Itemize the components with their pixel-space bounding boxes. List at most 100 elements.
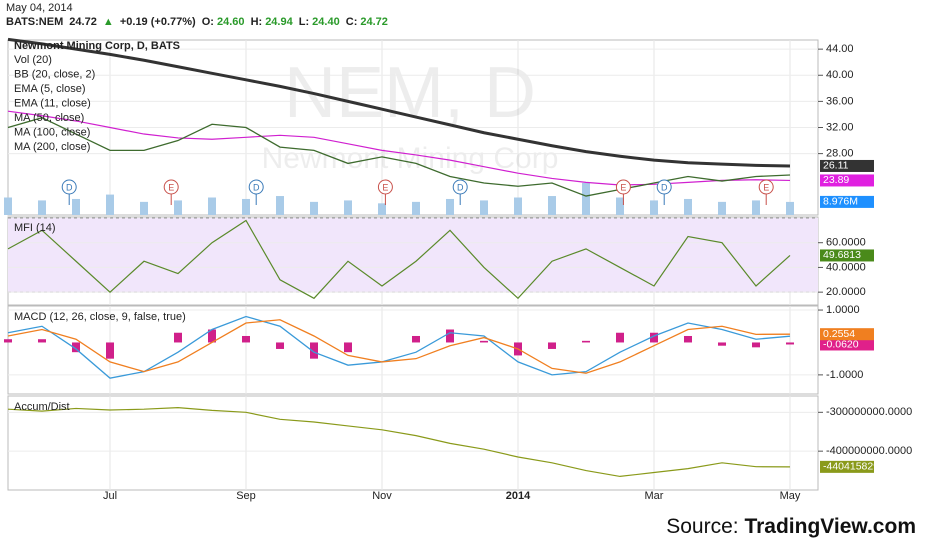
mfi-band (8, 217, 818, 293)
bar (514, 197, 522, 215)
line (7, 407, 791, 478)
x-tick-label: May (780, 490, 801, 502)
series-group (4, 37, 794, 215)
bar (276, 196, 284, 215)
symbol: BATS:NEM (6, 16, 64, 28)
watermark-sub: Newmont Mining Corp (262, 142, 559, 175)
event-label: D (66, 182, 73, 192)
bar (548, 196, 556, 215)
price-tag-label: 26.11 (823, 160, 849, 172)
bar (174, 332, 182, 343)
bar (718, 342, 726, 346)
bar (72, 342, 80, 353)
price-tag (820, 174, 874, 187)
series-group (4, 315, 794, 379)
bar (4, 197, 12, 215)
legend-entry: BB (20, close, 2) (14, 68, 95, 80)
event-label: D (253, 182, 260, 192)
line (7, 219, 791, 300)
price-tag-label: -440415829.5955 (823, 461, 905, 473)
x-tick-label: Mar (645, 490, 664, 502)
legend-entry: Vol (20) (14, 54, 52, 66)
series-group (7, 219, 791, 300)
low-label: L: (298, 16, 310, 28)
date: May 04, 2014 (6, 2, 73, 14)
bar (310, 201, 318, 215)
line (7, 37, 791, 168)
price-tag-label: 8.976M (823, 196, 858, 208)
pane-title: MACD (12, 26, close, 9, false, true) (14, 311, 186, 323)
bar (412, 335, 420, 343)
line (7, 315, 791, 379)
legend-entry: EMA (5, close) (14, 83, 86, 95)
bar (38, 339, 46, 343)
bar (140, 201, 148, 215)
price-tag (820, 159, 874, 172)
bar (650, 332, 658, 343)
bar (786, 201, 794, 215)
bar (684, 198, 692, 215)
x-tick-label: Nov (372, 490, 392, 502)
bar (4, 339, 12, 343)
bar (786, 342, 794, 345)
event-label: E (168, 182, 174, 192)
bar (106, 342, 114, 359)
y-tick-label: -400000000.0000 (826, 445, 912, 457)
bar (752, 342, 760, 348)
legend-entry: MA (100, close) (14, 126, 90, 138)
price-tag (820, 195, 874, 208)
bar (650, 200, 658, 215)
close-label: C: (345, 16, 358, 28)
chart: Jul Sep Nov 2014 Mar May NEM, D Newmont Mining … (4, 37, 912, 502)
high: 24.94 (265, 16, 293, 28)
bar (752, 200, 760, 215)
event-label: D (457, 182, 464, 192)
price-tag-label: -0.0620 (823, 338, 859, 350)
bar (616, 332, 624, 343)
up-arrow: ▲ (102, 16, 114, 28)
last: 24.72 (69, 16, 97, 28)
price-tag (820, 338, 874, 351)
chart-title: Newmont Mining Corp, D, BATS (14, 40, 180, 52)
y-tick-label: 60.0000 (826, 237, 866, 249)
line (7, 319, 791, 374)
event-label: E (620, 182, 626, 192)
pane (7, 395, 819, 491)
legend-entry: EMA (11, close) (14, 97, 91, 109)
bar (276, 342, 284, 349)
open-label: O: (201, 16, 214, 28)
price-tag-label: 0.2554 (823, 328, 855, 340)
price-tag-label: 49.6813 (823, 249, 861, 261)
y-tick-label: -1.0000 (826, 369, 863, 381)
bar (208, 329, 216, 343)
bar (718, 201, 726, 215)
bar (378, 203, 386, 215)
series-group (7, 407, 791, 478)
bar (480, 200, 488, 215)
x-tick-label: 2014 (506, 490, 531, 502)
price-tag (820, 328, 874, 341)
bar (446, 198, 454, 215)
source: Source: TradingView.com (666, 515, 916, 539)
price-tag (820, 249, 874, 262)
legend-entry: MA (200, close) (14, 141, 90, 153)
bar (242, 335, 250, 343)
legend-entry: MA (50, close) (14, 112, 84, 124)
bar (174, 200, 182, 215)
bar (344, 342, 352, 353)
y-tick-label: 40.00 (826, 69, 854, 81)
y-tick-label: -300000000.0000 (826, 406, 912, 418)
y-tick-label: 36.00 (826, 95, 854, 107)
bar (208, 197, 216, 215)
event-label: E (382, 182, 388, 192)
watermark: NEM, D (284, 53, 536, 133)
bar (310, 342, 318, 359)
bar (242, 198, 250, 215)
change: +0.19 (+0.77%) (119, 16, 196, 28)
bar (446, 329, 454, 343)
price-tag (820, 460, 874, 473)
event-label: D (661, 182, 668, 192)
bar (582, 182, 590, 215)
y-tick-label: 28.00 (826, 148, 854, 160)
low: 24.40 (312, 16, 340, 28)
